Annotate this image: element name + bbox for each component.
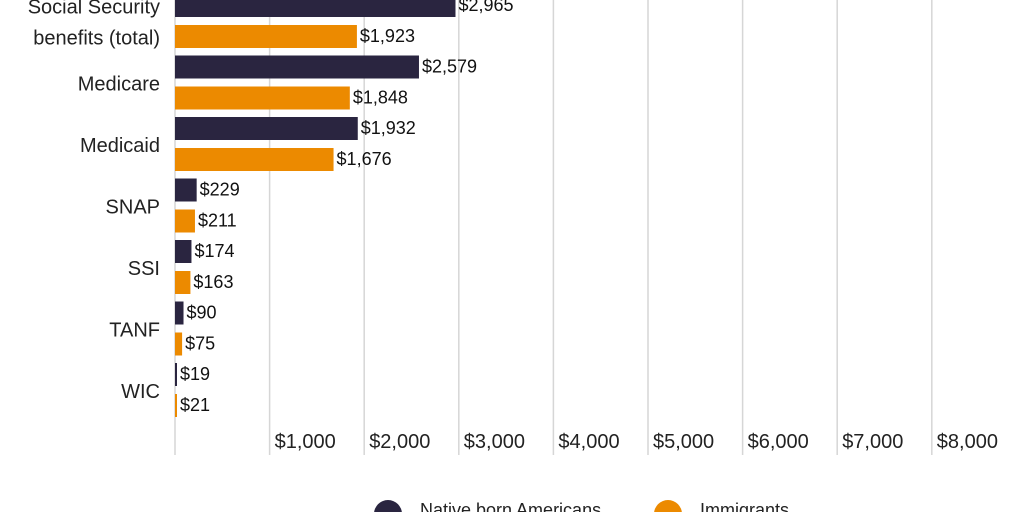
x-axis-ticks: $1,000 $2,000 $3,000 $4,000 $5,000 $6,000 $7,0… xyxy=(275,431,998,453)
bars xyxy=(175,0,456,417)
category-label: Social Security xyxy=(28,0,160,19)
data-label: $19 xyxy=(180,364,210,384)
bar-native-born xyxy=(175,301,184,325)
category-label: TANF xyxy=(109,320,160,342)
x-tick-label: $8,000 xyxy=(937,431,998,453)
x-tick-label: $7,000 xyxy=(842,431,903,453)
data-label: $174 xyxy=(194,241,234,261)
bar-native-born xyxy=(175,240,192,263)
bar-immigrants xyxy=(175,271,191,294)
category-label: Medicare xyxy=(78,74,160,96)
data-label: $1,932 xyxy=(361,118,416,138)
bar-immigrants xyxy=(175,148,334,171)
data-label: $2,579 xyxy=(422,57,477,77)
category-label: Medicaid xyxy=(80,135,160,157)
x-tick-label: $1,000 xyxy=(275,431,336,453)
bar-native-born xyxy=(175,178,197,202)
bar-immigrants xyxy=(175,332,183,356)
legend: Native born Americans Immigrants xyxy=(374,500,789,517)
data-label: $90 xyxy=(187,303,217,323)
bar-native-born xyxy=(175,117,358,140)
bar-native-born xyxy=(175,363,177,386)
category-labels: Social Security benefits (total) Medicare M… xyxy=(28,0,160,403)
data-label: $2,965 xyxy=(458,0,513,15)
x-tick-label: $4,000 xyxy=(558,431,619,453)
bar-immigrants xyxy=(175,86,350,110)
data-label: $229 xyxy=(200,180,240,200)
data-label: $75 xyxy=(185,334,215,354)
data-label: $1,923 xyxy=(360,26,415,46)
x-tick-label: $6,000 xyxy=(748,431,809,453)
data-label: $21 xyxy=(180,395,210,415)
legend-label: Immigrants xyxy=(700,500,789,512)
x-tick-label: $5,000 xyxy=(653,431,714,453)
data-label: $211 xyxy=(198,211,237,231)
bar-immigrants xyxy=(175,25,357,48)
x-tick-label: $3,000 xyxy=(464,431,525,453)
legend-label: Native born Americans xyxy=(420,500,601,512)
data-label: $163 xyxy=(193,272,233,292)
bar-native-born xyxy=(175,55,419,79)
category-label: benefits (total) xyxy=(33,28,160,50)
legend-swatch xyxy=(374,500,402,517)
data-labels: $2,965 $1,923 $2,579 $1,848 $1,932 $1,676 $229… xyxy=(180,0,514,415)
bar-native-born xyxy=(175,0,456,17)
bar-immigrants xyxy=(175,394,177,417)
category-label: SNAP xyxy=(106,197,160,219)
data-label: $1,848 xyxy=(353,88,408,108)
category-label: WIC xyxy=(121,381,160,403)
x-tick-label: $2,000 xyxy=(369,431,430,453)
legend-swatch xyxy=(654,500,682,517)
data-label: $1,676 xyxy=(337,149,392,169)
category-label: SSI xyxy=(128,258,160,280)
bar-immigrants xyxy=(175,209,195,233)
